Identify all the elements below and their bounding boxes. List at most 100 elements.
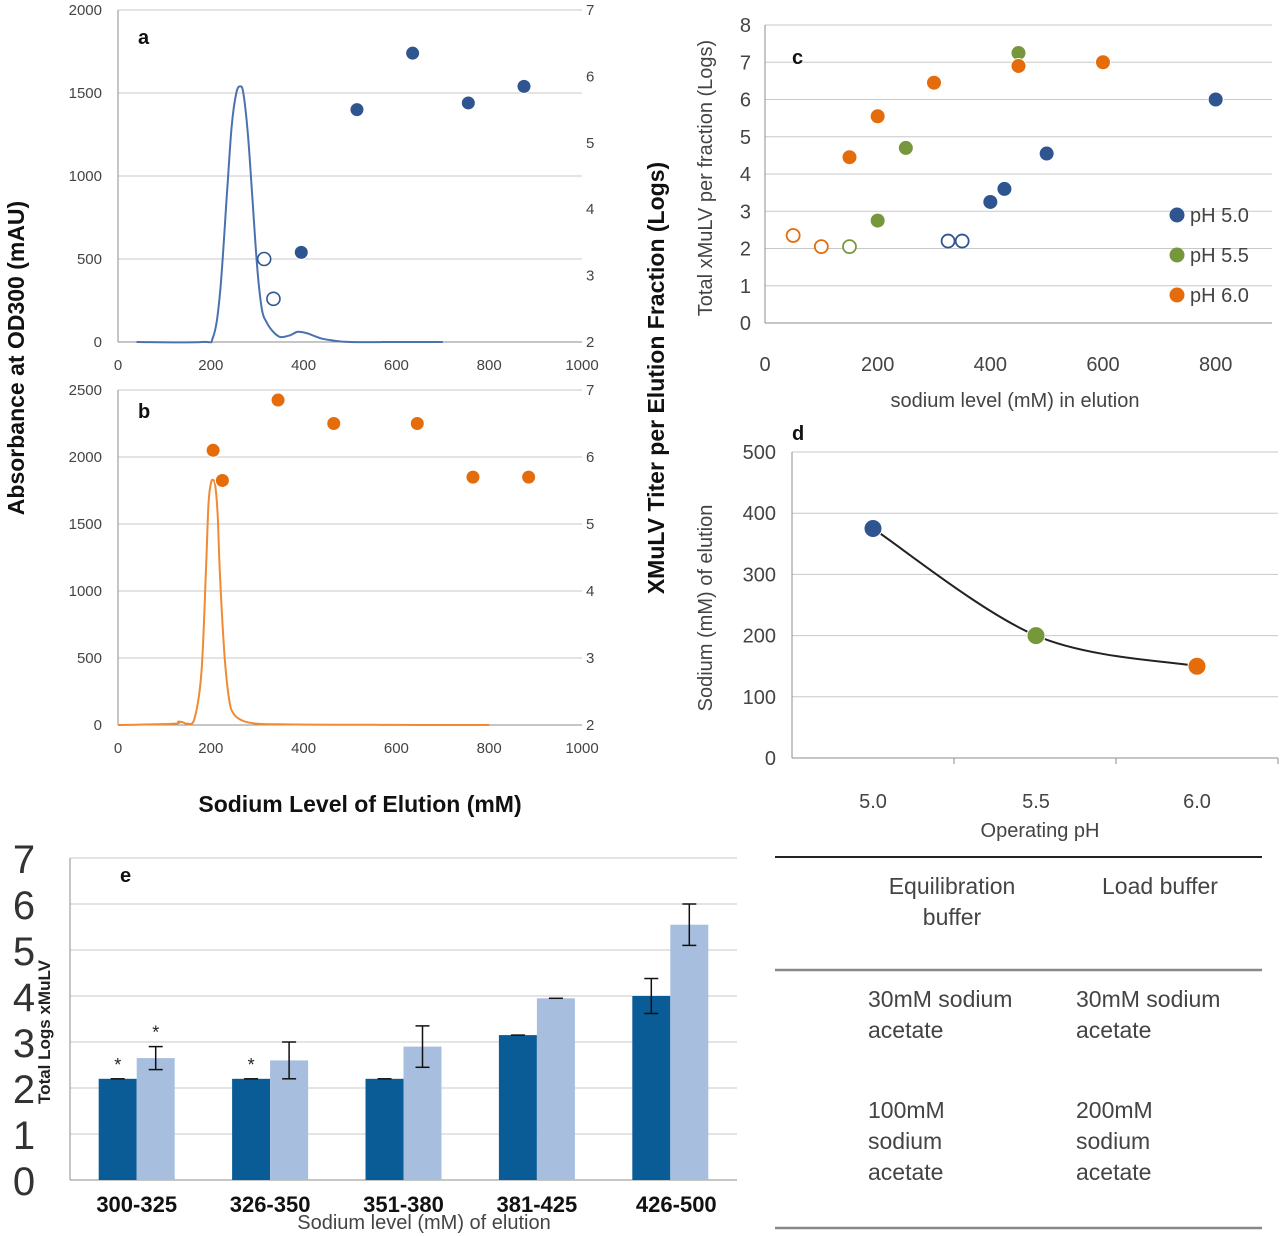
significance-mark: * [248, 1055, 255, 1075]
y-tick-label: 500 [743, 442, 776, 464]
y2-tick-label: 2 [586, 334, 594, 351]
scatter-point-open [954, 233, 970, 249]
titer-point-open [266, 291, 281, 307]
bar [536, 998, 575, 1180]
legend-label: pH 5.0 [1190, 205, 1249, 227]
y2-tick-label: 4 [586, 583, 594, 600]
panel-d-letter: d [792, 423, 804, 445]
panel-e-y-label: Total Logs xMuLV [35, 959, 54, 1104]
bar [365, 1078, 404, 1180]
significance-mark: * [114, 1055, 121, 1075]
y2-tick-label: 3 [586, 650, 594, 667]
panel-a-letter: a [138, 27, 150, 49]
x-tick-label: 400 [291, 357, 316, 374]
x-tick-label: 0 [114, 740, 122, 757]
titer-point [270, 392, 286, 408]
bar [670, 924, 709, 1180]
y-tick-label: 100 [743, 687, 776, 709]
x-tick-label: 6.0 [1183, 791, 1211, 813]
y2-tick-label: 4 [586, 201, 594, 218]
y-tick-label: 1 [740, 276, 751, 298]
scatter-point-open [785, 228, 801, 243]
titer-point [293, 244, 309, 260]
y2-tick-label: 5 [586, 516, 594, 533]
panel-b-letter: b [138, 401, 150, 423]
y2-tick-label: 7 [586, 2, 594, 19]
x-tick-label: 400 [291, 740, 316, 757]
y-tick-label: 5 [13, 930, 35, 974]
scatter-point [1095, 54, 1111, 71]
legend-swatch [1169, 287, 1185, 303]
scatter-point-open [842, 239, 857, 255]
y-tick-label: 3 [13, 1022, 35, 1066]
y2-tick-label: 2 [586, 717, 594, 734]
y-tick-label: 0 [94, 717, 102, 734]
table-cell: 30mM sodium acetate [868, 986, 1012, 1043]
absorbance-trace [136, 85, 443, 344]
panel-d-y-label: Sodium (mM) of elution [695, 505, 717, 712]
significance-mark: * [152, 1023, 159, 1043]
y-tick-label: 1000 [69, 583, 102, 600]
scatter-point [841, 149, 858, 166]
table-cell: 200mM sodium acetate [1076, 1097, 1153, 1185]
trend-line [872, 527, 1198, 668]
y-tick-label: 4 [13, 976, 35, 1020]
x-tick-label: 400 [974, 354, 1007, 376]
bar [136, 1058, 175, 1180]
titer-point [465, 469, 481, 485]
titer-point [516, 78, 532, 94]
y-tick-label: 7 [13, 838, 35, 882]
panel-e-letter: e [120, 865, 131, 887]
y-tick-label: 2500 [69, 382, 102, 399]
legend-label: pH 6.0 [1190, 285, 1249, 307]
x-tick-label: 381-425 [497, 1192, 578, 1217]
panel-c-chart: 0 1 2 3 4 5 6 7 8 0 200 400 600 800 pH 5.0 pH 5.5 pH 6.0 [740, 15, 1272, 376]
panel-d-chart: 0 100 200 300 400 500 5.0 5.5 6.0 [743, 442, 1279, 813]
scatter-point [926, 74, 942, 91]
table-header-cell: Equilibration buffer [889, 873, 1016, 930]
titer-point [409, 416, 425, 431]
titer-point [405, 45, 421, 61]
y-tick-label: 0 [13, 1160, 35, 1204]
scatter-point [1038, 145, 1055, 162]
scatter-point-open [940, 233, 956, 249]
titer-point-open [256, 251, 272, 267]
titer-point [326, 416, 342, 431]
titer-point [205, 442, 221, 458]
scatter-point-open [813, 239, 829, 255]
y-tick-label: 0 [765, 748, 776, 770]
panel-e-x-label: Sodium level (mM) of elution [297, 1212, 550, 1234]
y-tick-label: 4 [740, 164, 751, 186]
table-cell: 100mM sodium acetate [868, 1097, 945, 1185]
y-tick-label: 500 [77, 650, 102, 667]
x-tick-label: 200 [198, 740, 223, 757]
titer-point [460, 95, 476, 111]
y-tick-label: 5 [740, 127, 751, 149]
y-tick-label: 400 [743, 503, 776, 525]
y-tick-label: 8 [740, 15, 751, 37]
y-tick-label: 1500 [69, 85, 102, 102]
y2-tick-label: 6 [586, 68, 594, 85]
legend-swatch [1169, 207, 1185, 223]
scatter-point [996, 180, 1013, 197]
scatter-point [982, 193, 999, 210]
x-tick-label: 5.5 [1022, 791, 1050, 813]
y-tick-label: 0 [94, 334, 102, 351]
shared-y-right-label: XMuLV Titer per Elution Fraction (Logs) [643, 162, 669, 594]
data-point [863, 519, 883, 538]
x-tick-label: 351-380 [363, 1192, 444, 1217]
legend-label: pH 5.5 [1190, 245, 1249, 267]
scatter-point [1010, 57, 1027, 74]
bar [403, 1046, 442, 1180]
x-tick-label: 0 [114, 357, 122, 374]
x-tick-label: 600 [1086, 354, 1119, 376]
panel-d-x-label: Operating pH [981, 820, 1100, 842]
y-tick-label: 6 [13, 884, 35, 928]
titer-point [214, 472, 230, 488]
panel-c-letter: c [792, 47, 803, 69]
titer-point [521, 469, 537, 485]
x-tick-label: 300-325 [96, 1192, 177, 1217]
y-tick-label: 2 [740, 239, 751, 261]
y-tick-label: 0 [740, 313, 751, 335]
